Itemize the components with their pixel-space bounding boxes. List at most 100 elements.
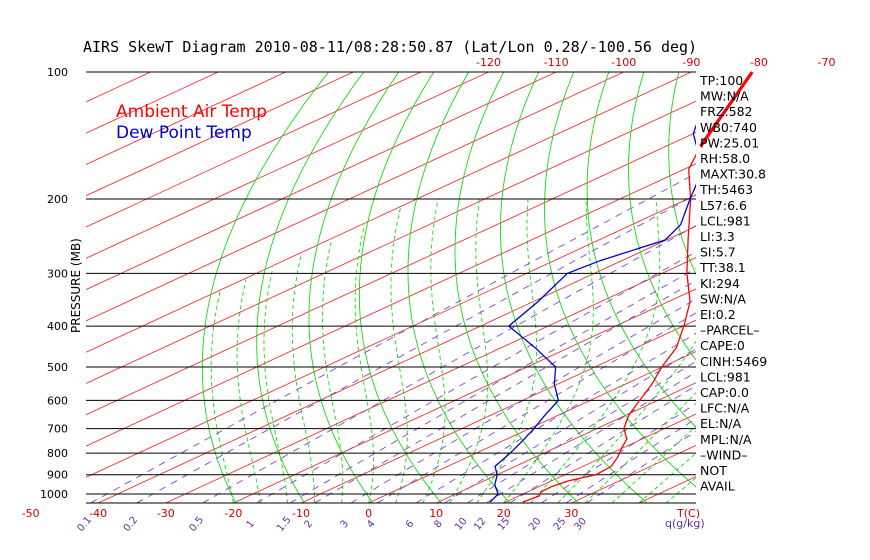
moist-adiabat-line (530, 199, 661, 503)
pressure-tick-label: 700 (47, 423, 68, 436)
index-entry: CINH:5469 (700, 354, 767, 369)
isotherm-line (86, 131, 696, 416)
ambient-air-temp-line (522, 153, 696, 503)
top-temp-tick-label: -100 (611, 56, 636, 69)
isotherm-line (368, 350, 696, 503)
bottom-temp-tick-label: 0 (365, 507, 372, 520)
dry-adiabat-line (454, 72, 579, 503)
mixing-ratio-line (467, 360, 696, 503)
legend-dew-point-temp: Dew Point Temp (116, 123, 252, 143)
isotherm-lines (86, 72, 696, 503)
index-entry: LI:3.3 (700, 229, 735, 244)
stability-indices-panel: TP:100MW:N/AFRZ:582WB0:740PW:25.01RH:58.… (699, 73, 767, 494)
dry-adiabat-line (783, 72, 870, 503)
dew-point-temp-line (489, 124, 696, 503)
dry-adiabat-line (358, 72, 442, 503)
pressure-tick-label: 900 (47, 469, 68, 482)
mixing-ratio-line (565, 418, 696, 503)
mixing-ratio-tick-label: 0.2 (122, 515, 141, 534)
pressure-tick-label: 200 (47, 193, 68, 206)
index-entry: EI:0.2 (700, 307, 736, 322)
chart-title: AIRS SkewT Diagram 2010-08-11/08:28:50.8… (83, 38, 697, 56)
moist-adiabat-line (291, 253, 315, 503)
mixing-ratio-tick-label: 10 (453, 516, 470, 533)
dry-adiabat-line (544, 72, 696, 488)
top-temp-tick-label: -90 (682, 56, 700, 69)
top-temp-tick-label: -110 (544, 56, 569, 69)
moist-adiabat-line (665, 477, 696, 503)
index-entry: TH:5463 (699, 182, 753, 197)
mixing-ratio-tick-label: 1 (245, 518, 258, 530)
isotherm-line (86, 72, 692, 353)
isotherm-line (86, 72, 489, 259)
pressure-tick-label: 500 (47, 361, 68, 374)
moist-adiabat-lines (210, 199, 696, 503)
moist-adiabat-line (322, 239, 344, 503)
mixing-ratio-line (444, 348, 696, 503)
mixing-ratio-line (586, 430, 696, 503)
pressure-tick-labels: 100 200 300 400 500 600 700 800 900 1000 (40, 66, 68, 501)
index-entry: CAPE:0 (700, 338, 745, 353)
dry-adiabat-line (668, 72, 696, 276)
moist-adiabat-line (210, 290, 234, 503)
isotherm-line (98, 225, 696, 503)
index-entry: EL:N/A (700, 416, 742, 431)
top-temp-tick-label: -80 (750, 56, 768, 69)
index-entry: WB0:740 (700, 120, 757, 135)
index-entry: KI:294 (700, 276, 740, 291)
bottom-temp-tick-label: -10 (292, 507, 310, 520)
mixing-ratio-tick-label: 20 (527, 516, 544, 533)
isobar-lines (86, 71, 696, 504)
pressure-tick-label: 800 (47, 447, 68, 460)
index-entry: LFC:N/A (700, 401, 750, 416)
index-entry: –WIND– (700, 447, 748, 462)
isotherm-line (86, 72, 286, 165)
mixing-ratio-tick-label: 12 (472, 516, 489, 533)
bottom-temp-tick-label: 10 (429, 507, 443, 520)
pressure-tick-label: 1000 (40, 488, 68, 501)
isotherm-line (86, 194, 696, 478)
isotherm-line (436, 382, 696, 503)
isotherm-line (86, 72, 354, 197)
mixing-ratio-line (486, 371, 696, 503)
mixing-ratio-line (202, 225, 696, 503)
index-entry: TT:38.1 (699, 260, 746, 275)
index-entry: SW:N/A (700, 291, 746, 306)
isotherm-line (233, 288, 696, 503)
mixing-ratio-tick-label: 3 (339, 518, 352, 530)
dry-adiabat-line (746, 72, 870, 503)
mixing-ratio-lines (90, 172, 696, 503)
top-temperature-tick-labels: -120-110-100-90-80-70-60-50-40 (476, 56, 835, 69)
index-entry: RH:58.0 (700, 151, 750, 166)
moist-adiabat-line (449, 199, 489, 503)
bottom-temperature-tick-labels: -50 -40 -30 -20 -10 0 10 20 30 (22, 507, 579, 520)
moist-adiabat-line (390, 207, 408, 503)
dry-adiabat-line (854, 72, 870, 503)
index-entry: –PARCEL– (700, 323, 759, 338)
index-entry: AVAIL (700, 479, 735, 494)
moist-adiabat-line (422, 199, 446, 503)
mixing-ratio-line (509, 385, 696, 503)
mixing-ratio-line (136, 194, 696, 503)
isotherm-line (165, 257, 696, 503)
mixing-ratio-line (415, 332, 696, 503)
isotherm-line (86, 72, 557, 291)
index-entry: MPL:N/A (700, 432, 752, 447)
moist-adiabat-line (236, 279, 261, 503)
mixing-ratio-line (350, 298, 696, 503)
moist-adiabat-line (263, 267, 288, 503)
index-entry: L57:6.6 (700, 198, 747, 213)
mixing-ratio-tick-label: 4 (365, 518, 378, 530)
pressure-tick-label: 300 (47, 267, 68, 280)
mixing-ratio-line (314, 280, 696, 503)
index-entry: LCL:981 (700, 369, 751, 384)
index-entry: PW:25.01 (700, 135, 759, 150)
isotherm-line (86, 100, 696, 384)
mixing-ratio-line (256, 251, 696, 503)
mixing-ratio-tick-label: 8 (432, 518, 445, 530)
bottom-temp-tick-label: 30 (564, 507, 578, 520)
mixing-ratio-line (289, 267, 696, 503)
pressure-tick-label: 600 (47, 394, 68, 407)
index-entry: LCL:981 (700, 213, 751, 228)
